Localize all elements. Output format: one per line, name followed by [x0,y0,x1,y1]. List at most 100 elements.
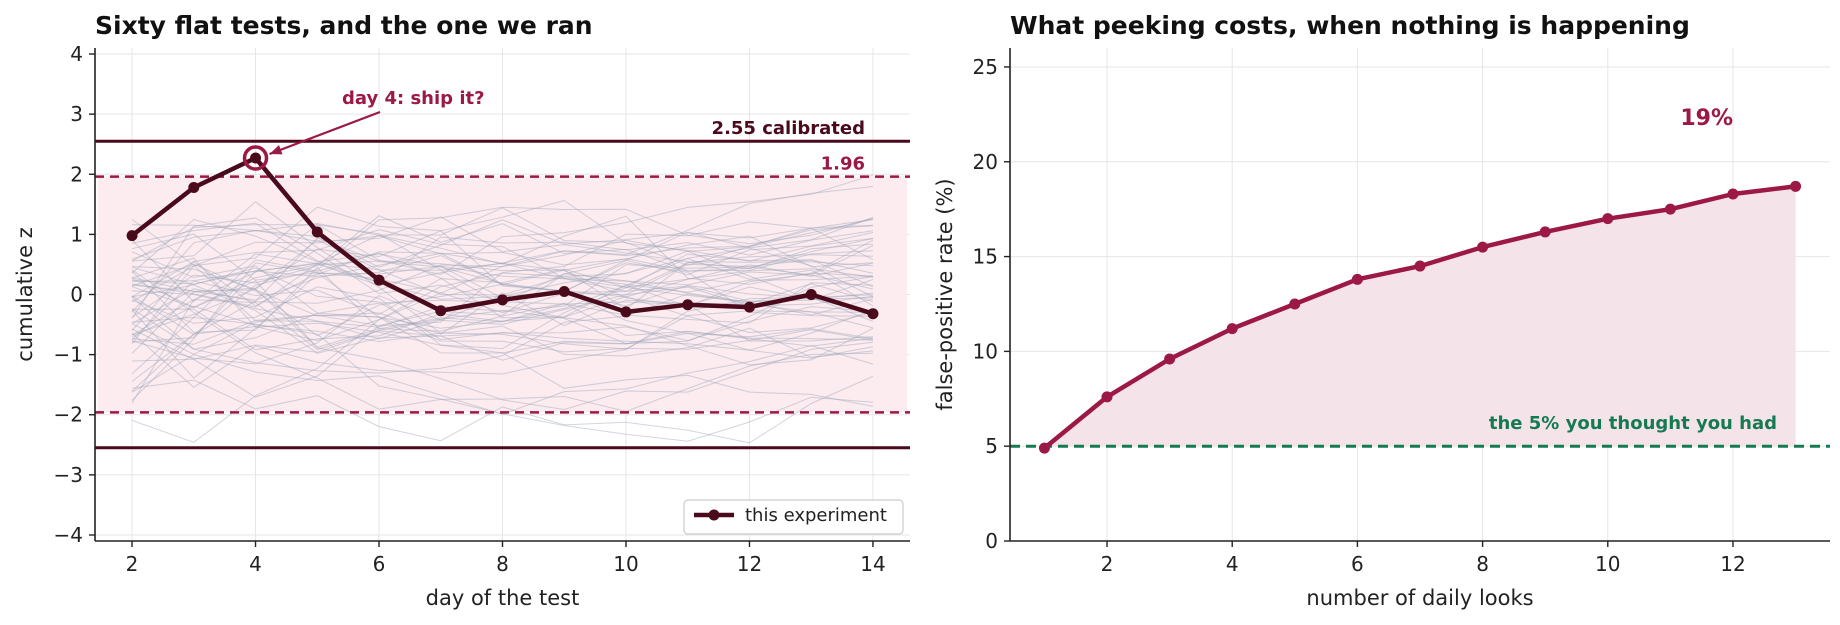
y-tick-label: 4 [70,42,83,66]
series-false-positive-rate [1038,180,1802,454]
background-path [131,296,874,388]
x-tick-label: 8 [496,552,509,576]
background-path [131,262,874,401]
y-tick-label: 25 [973,55,998,79]
background-path [131,254,874,351]
background-path [131,216,874,313]
background-path [131,174,874,336]
false-positive-point [1539,226,1551,238]
series-this-experiment [126,152,879,320]
background-path [131,247,874,351]
false-positive-point [1101,391,1113,403]
x-tick-label: 6 [373,552,386,576]
background-path [131,219,874,268]
right-y-ticks: 0 5 10 15 20 25 [973,55,1010,553]
annotation-arrow [269,110,381,156]
y-tick-label: 0 [70,283,83,307]
false-positive-point [1602,213,1614,225]
false-positive-point [1664,203,1676,215]
right-panel: What peeking costs, when nothing is happ… [933,11,1830,610]
background-path [131,207,874,285]
false-positive-point [1289,298,1301,310]
y-tick-label: 2 [70,162,83,186]
background-path [131,254,874,337]
x-tick-label: 10 [1595,552,1620,576]
background-path [131,344,874,415]
this-experiment-point [805,289,817,300]
background-path [131,186,874,308]
annotation-arrowhead [269,145,283,155]
background-path [131,257,874,407]
y-tick-label: 0 [985,529,998,553]
background-path [131,199,874,354]
background-path [131,284,874,354]
false-positive-point [1038,442,1050,454]
y-tick-label: 20 [973,150,998,174]
legend-box [683,499,904,535]
final-rate-annotation: 19% [1680,106,1733,131]
background-path [131,314,874,353]
x-tick-label: 4 [1226,552,1239,576]
left-y-axis-label: cumulative z [13,227,37,361]
false-positive-point [1164,353,1176,365]
background-path [131,266,874,333]
background-path [131,250,874,443]
day4-annotation: day 4: ship it? [342,88,485,109]
background-path [131,215,874,318]
y-tick-label: 3 [70,102,83,126]
left-x-ticks: 2 4 6 8 10 12 14 [126,541,886,576]
background-path [131,239,874,323]
left-x-axis-label: day of the test [426,586,580,610]
this-experiment-point [620,306,632,318]
this-experiment-point [867,308,879,320]
background-path [131,201,874,358]
this-experiment-point [250,152,262,164]
highlight-ring [242,145,269,171]
background-path [131,253,874,350]
background-path [131,230,874,303]
this-experiment-point [311,226,323,238]
this-experiment-point [743,301,755,313]
background-path [131,278,874,349]
false-positive-point [1790,180,1802,192]
background-path [131,375,874,444]
background-path [131,218,874,325]
left-y-ticks: −4 −3 −2 −1 0 1 2 3 4 [54,42,95,547]
background-path [131,269,874,412]
background-path [131,266,874,359]
background-path [131,239,874,314]
right-axes [1009,48,1830,542]
this-experiment-point [435,305,447,317]
background-path [131,235,874,345]
y-tick-label: 15 [973,245,998,269]
threshold-lines [95,139,910,450]
background-path [131,328,874,362]
legend: this experiment [683,499,904,535]
calibrated-threshold-label: 2.55 calibrated [712,118,865,139]
y-tick-label: −4 [54,523,83,547]
left-panel-title: Sixty flat tests, and the one we ran [95,11,593,40]
x-tick-label: 14 [860,552,885,576]
x-tick-label: 12 [737,552,762,576]
background-path [131,217,874,355]
legend-swatch-marker [708,509,720,521]
x-tick-label: 8 [1476,552,1489,576]
x-tick-label: 2 [126,552,139,576]
x-tick-label: 10 [613,552,638,576]
background-path [131,299,874,404]
background-path [131,238,874,301]
right-x-axis-label: number of daily looks [1306,586,1533,610]
this-experiment-point [558,285,570,297]
false-positive-area [1044,186,1796,449]
background-path [131,225,874,382]
nominal-threshold-label: 1.96 [821,154,865,175]
background-path [131,261,874,307]
false-positive-point [1351,273,1363,285]
false-positive-point [1477,241,1489,253]
background-path [131,316,874,442]
this-experiment-point [373,274,385,286]
y-tick-label: −2 [54,403,83,427]
y-tick-label: 10 [973,339,998,363]
this-experiment-point [126,230,138,242]
